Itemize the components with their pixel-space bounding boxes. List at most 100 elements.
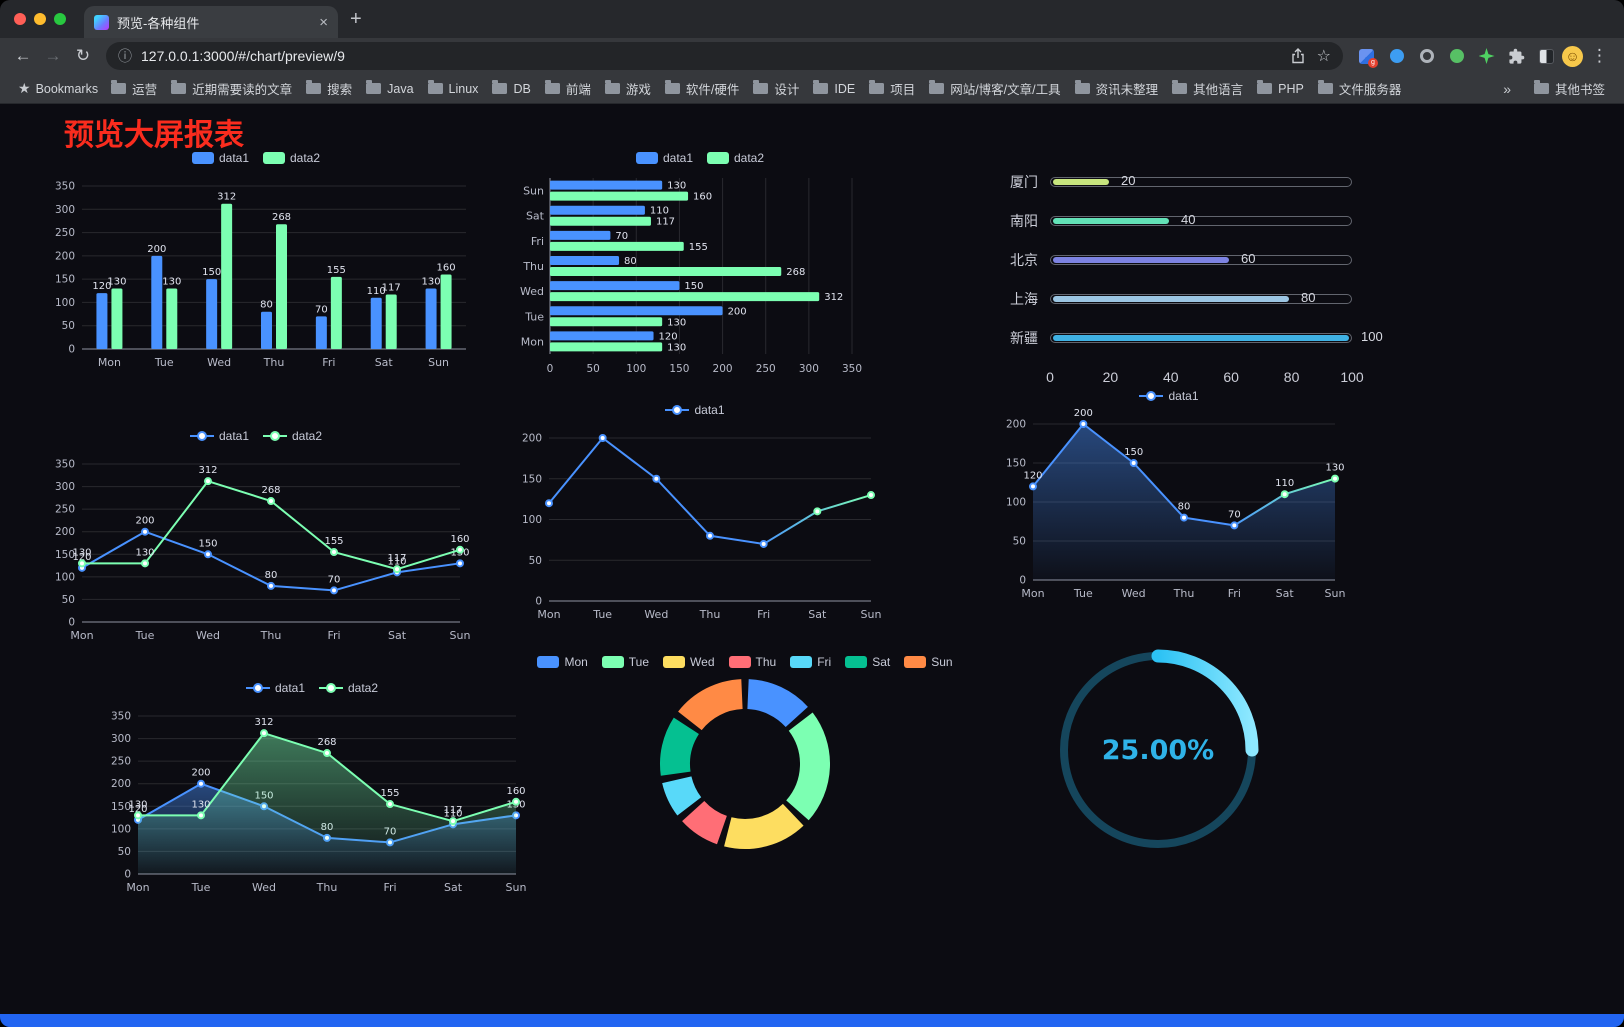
area-line-chart[interactable]: data1 0 50 100 150 200 Mon Tue Wed Thu Fri Sat Sun 12… (985, 386, 1353, 606)
kebab-menu-icon[interactable]: ⋮ (1591, 46, 1608, 65)
svg-text:268: 268 (261, 485, 280, 496)
new-tab-button[interactable]: + (350, 8, 362, 30)
svg-text:268: 268 (786, 267, 805, 278)
legend-item[interactable]: data1 (191, 151, 249, 165)
svg-text:Sun: Sun (428, 356, 449, 369)
grouped-bar-chart[interactable]: data1 data2 0 50 100 150 200 250 300 350 Mon Tue Wed… (36, 148, 476, 375)
svg-text:150: 150 (522, 473, 542, 485)
bookmark-folder[interactable]: 设计 (746, 78, 806, 100)
bookmark-folder[interactable]: 项目 (862, 78, 922, 100)
svg-text:Tue: Tue (1073, 587, 1093, 600)
bookmark-folder[interactable]: DB (485, 78, 537, 100)
svg-text:Tue: Tue (191, 881, 211, 894)
legend-item[interactable]: data1 (245, 681, 305, 695)
dual-area-line-chart[interactable]: data1 data2 0 50 100 150 200 250 300 350 Mon Tue Wed… (92, 678, 532, 900)
svg-text:Sat: Sat (388, 629, 407, 642)
svg-text:268: 268 (317, 737, 336, 748)
back-button[interactable]: ← (14, 46, 32, 65)
progress-fill (1053, 334, 1349, 341)
grid-extension-icon[interactable]: g (1357, 47, 1378, 68)
legend-item[interactable]: Mon (537, 655, 588, 669)
legend-item[interactable]: Wed (663, 655, 715, 669)
legend-item[interactable]: Sat (845, 655, 890, 669)
legend-item[interactable]: Fri (790, 655, 831, 669)
bookmark-folder[interactable]: IDE (806, 78, 862, 100)
progress-value: 20 (1121, 172, 1136, 188)
gauge-chart[interactable]: 25.00% (1048, 644, 1268, 856)
bookmark-folder[interactable]: 近期需要读的文章 (164, 78, 299, 100)
share-icon[interactable] (1291, 48, 1305, 64)
svg-text:200: 200 (713, 363, 733, 375)
bookmarks-root[interactable]: ★ Bookmarks (12, 80, 104, 97)
bookmark-folder[interactable]: Linux (421, 78, 486, 100)
bookmark-folder[interactable]: PHP (1250, 78, 1311, 100)
legend-item[interactable]: data1 (189, 429, 249, 443)
horizontal-bar-chart[interactable]: data1 data2 0 50 100 150 200 250 300 350 Mon Tue Wed… (505, 148, 895, 382)
tab-close-icon[interactable]: × (319, 13, 328, 31)
browser-tab[interactable]: 预览-各种组件 × (84, 6, 338, 38)
svg-text:Thu: Thu (316, 881, 338, 894)
theme-extension-icon[interactable] (1537, 47, 1556, 66)
address-bar[interactable]: ⓘ 127.0.0.1:3000/#/chart/preview/9 ☆ (106, 42, 1343, 70)
star-extension-icon[interactable] (1477, 47, 1496, 66)
dual-line-chart[interactable]: data1 data2 0 50 100 150 200 250 300 350 Mon Tue Wed… (36, 426, 476, 648)
minimize-window-button[interactable] (34, 13, 46, 25)
legend-item[interactable]: data2 (707, 151, 764, 165)
progress-bar-chart[interactable]: 厦门 20 南阳 40 北京 60 上海 80 新疆 100 0 20 40 60 80 100 (1000, 156, 1383, 393)
legend-item[interactable]: data2 (263, 151, 320, 165)
svg-text:Sun: Sun (506, 881, 527, 894)
progress-track: 60 (1050, 251, 1352, 266)
progress-label: 新疆 (1010, 329, 1038, 346)
legend-item[interactable]: Tue (601, 655, 649, 669)
bookmark-folder[interactable]: 搜索 (299, 78, 359, 100)
page-title: 预览大屏报表 (64, 119, 244, 152)
svg-text:130: 130 (1325, 463, 1344, 474)
extensions-puzzle-icon[interactable] (1507, 47, 1526, 66)
legend-item[interactable]: data2 (263, 429, 322, 443)
green-dot-extension-icon[interactable] (1447, 47, 1466, 66)
svg-text:100: 100 (1006, 497, 1026, 509)
bookmark-folder[interactable]: 前端 (538, 78, 598, 100)
progress-value: 100 (1361, 328, 1383, 344)
folder-icon (753, 80, 769, 94)
chart-legend: data1 data2 (191, 148, 320, 168)
forward-button[interactable]: → (44, 46, 62, 65)
chart-legend: data1 data2 (189, 426, 322, 446)
maximize-window-button[interactable] (54, 13, 66, 25)
svg-text:100: 100 (626, 363, 646, 375)
svg-text:Fri: Fri (327, 629, 340, 642)
donut-chart[interactable]: Mon Tue Wed Thu Fri Sat Sun (537, 652, 953, 854)
svg-text:200: 200 (1074, 408, 1093, 419)
legend-item[interactable]: data1 (665, 403, 725, 417)
bookmark-folder[interactable]: 网站/博客/文章/工具 (922, 78, 1067, 100)
drop-extension-icon[interactable] (1387, 47, 1406, 66)
svg-text:312: 312 (198, 465, 217, 476)
reload-button[interactable]: ↻ (75, 46, 91, 65)
svg-text:Tue: Tue (592, 608, 612, 621)
svg-text:312: 312 (217, 192, 236, 203)
bookmark-folder[interactable]: 软件/硬件 (658, 78, 746, 100)
legend-item[interactable]: data1 (635, 151, 693, 165)
profile-avatar[interactable]: ☺ (1562, 45, 1583, 67)
ring-extension-icon[interactable] (1417, 47, 1436, 66)
bookmark-folder[interactable]: 文件服务器 (1311, 78, 1409, 100)
legend-item[interactable]: Sun (904, 655, 953, 669)
bookmark-folder[interactable]: 资讯未整理 (1068, 78, 1166, 100)
svg-text:150: 150 (1006, 458, 1026, 470)
bookmark-star-icon[interactable]: ☆ (1316, 48, 1331, 65)
bookmarks-overflow-chevron[interactable]: » (1503, 80, 1511, 97)
gradient-line-chart[interactable]: data1 0 50 100 150 200 Mon Tue Wed Thu Fri Sat Sun (500, 400, 890, 627)
site-info-icon[interactable]: ⓘ (118, 48, 132, 64)
close-window-button[interactable] (14, 13, 26, 25)
legend-item[interactable]: Thu (728, 655, 776, 669)
svg-text:150: 150 (202, 267, 221, 278)
folder-icon (171, 80, 187, 94)
bookmark-folder[interactable]: Java (359, 78, 420, 100)
legend-item[interactable]: data1 (1139, 389, 1199, 403)
bookmark-folder[interactable]: 运营 (104, 78, 164, 100)
bookmark-folder[interactable]: 游戏 (598, 78, 658, 100)
other-bookmarks[interactable]: 其他书签 (1527, 78, 1612, 100)
bookmark-folder[interactable]: 其他语言 (1165, 78, 1250, 100)
url-text[interactable]: 127.0.0.1:3000/#/chart/preview/9 (141, 48, 345, 64)
legend-item[interactable]: data2 (319, 681, 378, 695)
